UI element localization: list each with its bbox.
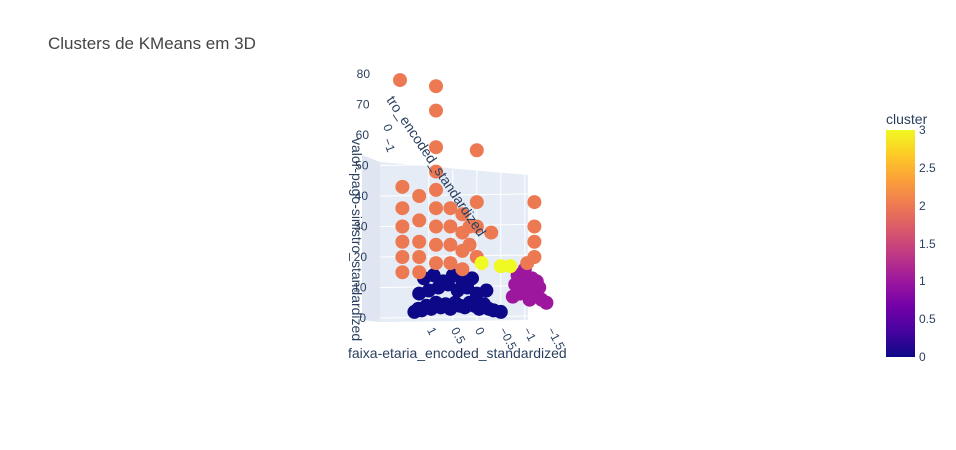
data-point-cluster-1	[529, 274, 544, 289]
data-point-cluster-1	[522, 292, 537, 307]
data-point-cluster-2	[469, 143, 484, 158]
data-point-cluster-2	[429, 79, 443, 94]
colorbar-tick-label: 2	[919, 198, 926, 213]
colorbar-tick-label: 1	[919, 274, 926, 289]
data-point-cluster-2	[429, 201, 443, 216]
data-point-cluster-0	[493, 304, 508, 319]
data-point-cluster-3	[503, 259, 518, 274]
data-point-cluster-2	[429, 164, 443, 179]
y-gridline	[379, 193, 529, 197]
data-point-cluster-1	[505, 289, 520, 304]
colorbar-tick-label: 1.5	[919, 236, 936, 251]
colorbar-tick-label: 0	[919, 350, 926, 364]
data-point-cluster-2	[429, 237, 443, 252]
data-point-cluster-2	[527, 234, 542, 249]
data-point-cluster-2	[455, 207, 470, 222]
data-point-cluster-2	[443, 219, 458, 234]
colorbar-tick-label: 3	[919, 123, 926, 137]
colorbar: cluster 0 0.5 1 1.5 2 2.5 3	[880, 110, 950, 370]
data-points	[393, 73, 554, 319]
y-tick-label: 40	[355, 189, 369, 203]
x-tick-label: −1	[520, 325, 539, 344]
data-point-cluster-2	[429, 140, 443, 155]
chart-title: Clusters de KMeans em 3D	[48, 34, 256, 53]
data-point-cluster-2	[395, 234, 410, 249]
data-point-cluster-2	[527, 219, 542, 234]
data-point-cluster-2	[455, 262, 470, 277]
y-tick-label: 20	[354, 250, 368, 264]
data-point-cluster-2	[412, 213, 427, 228]
y-tick-label: 70	[356, 98, 370, 112]
data-point-cluster-0	[479, 283, 494, 298]
data-point-cluster-2	[520, 256, 535, 271]
data-point-cluster-2	[412, 234, 427, 249]
y-tick-label: 10	[353, 281, 367, 295]
data-point-cluster-1	[539, 295, 554, 310]
side-wall-plane	[362, 155, 380, 322]
y-gridline	[379, 163, 529, 166]
data-point-cluster-2	[462, 237, 477, 252]
data-point-cluster-2	[443, 237, 458, 252]
colorbar-tick-label: 2.5	[919, 160, 936, 175]
y-gridline	[379, 102, 529, 105]
x-tick-label: 0	[472, 325, 488, 338]
y-tick-label: 0	[359, 311, 366, 325]
data-point-cluster-0	[465, 271, 479, 286]
gridlines	[379, 71, 529, 320]
data-point-cluster-2	[395, 265, 410, 280]
data-point-cluster-2	[395, 179, 410, 194]
data-point-cluster-2	[429, 256, 443, 271]
y-tick-label: 80	[357, 67, 371, 81]
data-point-cluster-2	[429, 182, 443, 197]
x-axis-title: faixa-etaria_encoded_standardized	[348, 345, 567, 361]
data-point-cluster-2	[395, 250, 410, 264]
data-point-cluster-2	[412, 250, 427, 264]
colorbar-title: cluster	[886, 111, 928, 127]
x-tick-label: 0.5	[448, 325, 468, 347]
data-point-cluster-2	[395, 201, 410, 216]
data-point-cluster-1	[508, 277, 523, 292]
data-point-cluster-2	[429, 219, 443, 234]
data-point-cluster-2	[429, 103, 443, 118]
data-point-cluster-2	[443, 256, 458, 271]
data-point-cluster-3	[493, 259, 508, 274]
y-tick-label: 50	[355, 159, 369, 173]
data-point-cluster-2	[484, 225, 499, 240]
y-gridline	[379, 132, 529, 136]
data-point-cluster-2	[469, 195, 484, 210]
colorbar-gradient	[886, 130, 915, 357]
x-tick-label: 1	[424, 325, 440, 338]
y-tick-label: 30	[354, 220, 368, 234]
data-point-cluster-2	[393, 73, 407, 88]
data-point-cluster-2	[443, 201, 458, 216]
data-point-cluster-2	[412, 189, 427, 203]
colorbar-tick-label: 0.5	[919, 312, 936, 327]
data-point-cluster-2	[395, 219, 410, 234]
data-point-cluster-2	[469, 219, 484, 234]
data-point-cluster-2	[527, 195, 542, 210]
data-point-cluster-3	[474, 256, 489, 271]
y-axis-title: valor-pago-sinistro_standardized	[349, 138, 365, 341]
data-point-cluster-2	[412, 265, 427, 280]
y-tick-label: 60	[356, 128, 370, 142]
z-tick-label: 0	[380, 122, 396, 133]
z-tick-label: −1	[380, 136, 398, 154]
y-gridline	[379, 71, 529, 75]
